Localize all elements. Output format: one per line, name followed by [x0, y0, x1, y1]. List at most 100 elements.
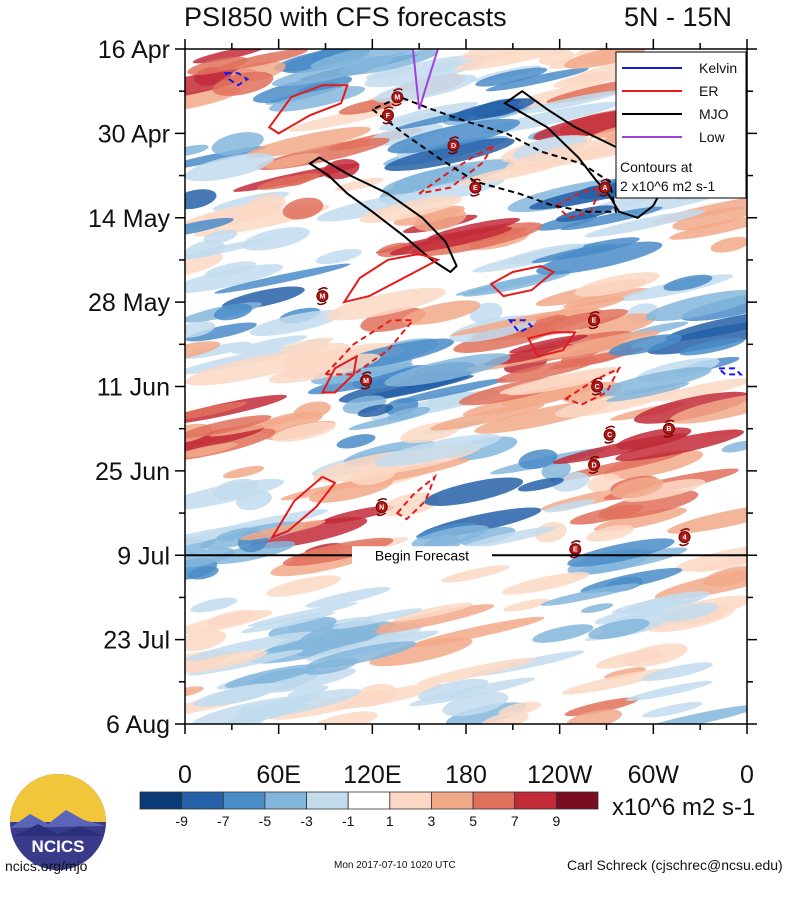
- colorbar-swatch: [431, 791, 474, 810]
- y-axis: 16 Apr 30 Apr 14 May 28 May 11 Jun 25 Jun 9 Ju…: [88, 36, 757, 739]
- shading-blob: [240, 611, 335, 633]
- shading-blob: [205, 683, 277, 705]
- shading-blob: [393, 602, 473, 622]
- shading-blob: [266, 575, 341, 597]
- shading-blob: [185, 341, 252, 359]
- shading-blob: [185, 240, 225, 258]
- shading-blob: [561, 668, 673, 695]
- colorbar-label: -3: [300, 813, 313, 829]
- colorbar-swatch: [181, 791, 224, 810]
- contour-kelvin-16: [507, 319, 534, 334]
- chart-title: PSI850 with CFS forecasts: [184, 2, 507, 32]
- colorbar-label: -9: [175, 813, 188, 829]
- shading-blob: [334, 177, 385, 192]
- shading-blob: [710, 236, 747, 253]
- shading-blob: [185, 415, 272, 438]
- shading-blob: [518, 449, 558, 470]
- colorbar-swatch: [514, 791, 557, 810]
- storm-symbol: A: [598, 178, 611, 197]
- shading-blob: [268, 616, 337, 639]
- shading-blob: [665, 310, 747, 341]
- contour-er-13: [563, 366, 622, 406]
- shading-blob: [567, 538, 675, 567]
- shading-blob: [394, 378, 506, 404]
- x-tick-label: 180: [445, 761, 487, 789]
- shading-blob: [560, 206, 663, 231]
- shading-blob: [669, 215, 747, 240]
- shading-blob: [311, 711, 378, 724]
- contour-er-11: [418, 144, 495, 195]
- shading-blob: [315, 248, 362, 265]
- website-link[interactable]: ncics.org/mjo: [5, 858, 88, 874]
- author-credit: Carl Schreck (cjschrec@ncsu.edu): [567, 857, 783, 873]
- storm-letter: B: [666, 426, 671, 433]
- contour-er-7: [526, 331, 578, 358]
- colorbar-label: 3: [428, 813, 436, 829]
- low-track-line: [411, 49, 439, 110]
- shading-blob: [185, 547, 235, 568]
- timestamp: Mon 2017-07-10 1020 UTC: [334, 860, 456, 871]
- shading-blob: [393, 205, 465, 226]
- shading-blob: [385, 102, 479, 125]
- forecast-divider: Begin Forecast: [185, 546, 747, 565]
- shading-blob: [541, 330, 660, 359]
- colorbar-label: 5: [469, 813, 477, 829]
- shading-blob: [261, 668, 356, 693]
- shading-blob: [249, 310, 343, 337]
- legend-label: MJO: [699, 106, 729, 122]
- y-tick-label: 9 Jul: [117, 542, 170, 570]
- shading-blob: [429, 403, 545, 431]
- shading-blob: [580, 567, 683, 594]
- shading-blob: [564, 49, 646, 69]
- contour-mjo-14: [370, 96, 618, 213]
- x-tick-label: 120E: [343, 761, 401, 789]
- storm-symbol: M: [316, 287, 329, 306]
- shading-blob: [454, 49, 592, 71]
- shading-blob: [222, 465, 265, 479]
- shading-blob: [283, 342, 352, 368]
- storm-symbol: M: [391, 88, 404, 107]
- legend-label: Kelvin: [699, 60, 737, 76]
- shading-blob: [310, 49, 431, 69]
- x-tick-label: 60E: [256, 761, 300, 789]
- legend: Kelvin ER MJO Low Contours at 2 x10^6 m2 s-1: [615, 51, 747, 199]
- shading-blob: [584, 209, 706, 238]
- storm-symbol: M: [360, 371, 373, 390]
- logo-text: NCICS: [32, 837, 85, 856]
- shading-blob: [462, 386, 587, 417]
- storm-symbol: E: [569, 540, 582, 559]
- shading-blob: [185, 264, 284, 294]
- shading-blob: [411, 525, 489, 548]
- shading-blob: [514, 309, 629, 338]
- shading-blob: [499, 367, 618, 395]
- shading-blob: [588, 618, 650, 640]
- shading-blob: [635, 704, 747, 724]
- shading-blob: [242, 226, 310, 251]
- shading-blob: [561, 381, 623, 403]
- shading-blob: [247, 602, 359, 627]
- shading-blob: [540, 583, 640, 606]
- wave-contours: [223, 72, 744, 540]
- storm-symbol: N: [375, 498, 388, 517]
- contour-kelvin-15: [223, 72, 250, 87]
- shading-blob: [509, 334, 588, 354]
- shading-blob: [667, 504, 747, 534]
- shading-blob: [611, 477, 664, 499]
- shading-blob: [305, 586, 391, 608]
- shading-blob: [384, 353, 511, 387]
- shading-blob: [212, 71, 274, 96]
- storm-letter: F: [386, 113, 391, 120]
- y-tick-label: 11 Jun: [97, 374, 170, 402]
- shading-blob: [503, 598, 550, 612]
- shading-blob: [496, 357, 600, 383]
- shading-blob: [211, 132, 264, 156]
- shading-blob: [209, 540, 296, 565]
- shading-blob: [450, 310, 566, 336]
- y-tick-label: 6 Aug: [106, 711, 170, 739]
- y-tick-label: 25 Jun: [95, 458, 170, 486]
- legend-note-2: 2 x10^6 m2 s-1: [620, 178, 715, 194]
- shading-blob: [703, 566, 747, 587]
- shading-blob: [679, 337, 745, 356]
- shading-blob: [427, 217, 521, 241]
- shading-blob: [192, 49, 266, 64]
